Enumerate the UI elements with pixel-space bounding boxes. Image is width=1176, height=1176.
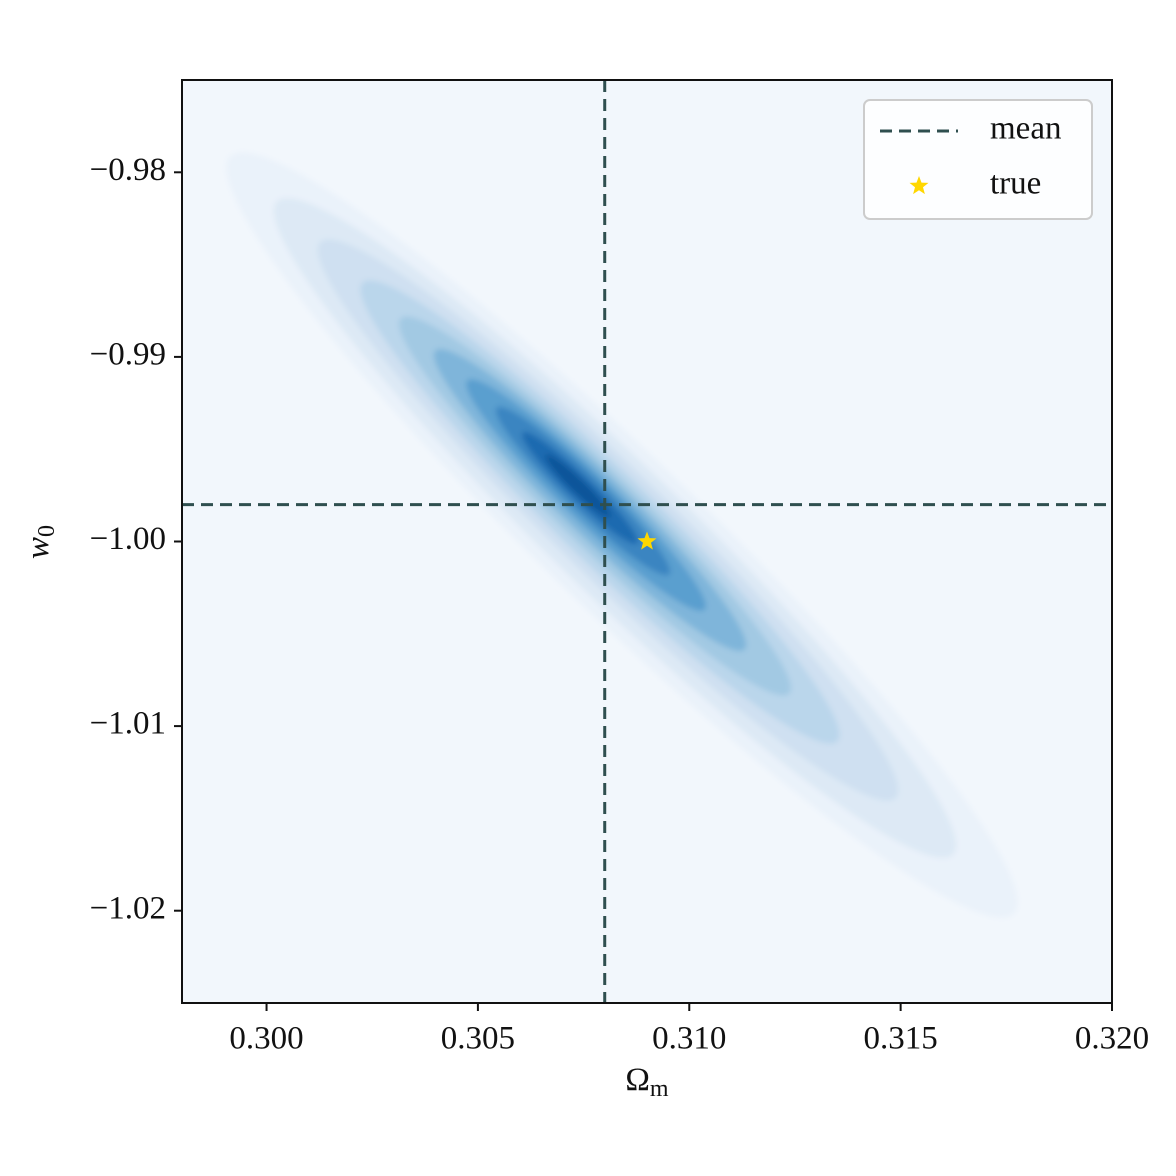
y-tick-label: −1.00 xyxy=(90,521,166,557)
x-tick-label: 0.320 xyxy=(1075,1021,1149,1057)
y-tick-label: −0.99 xyxy=(90,336,166,372)
legend-true-swatch xyxy=(909,176,929,195)
y-tick-label: −0.98 xyxy=(90,152,166,188)
x-axis-label: Ωm xyxy=(625,1062,669,1102)
x-tick-label: 0.305 xyxy=(441,1021,515,1057)
density-contours xyxy=(226,152,1018,918)
true-point xyxy=(637,531,657,550)
y-tick-label: −1.01 xyxy=(90,706,166,742)
x-tick-label: 0.315 xyxy=(864,1021,938,1057)
x-tick-label: 0.300 xyxy=(229,1021,303,1057)
y-axis-label: w0 xyxy=(20,525,60,559)
y-tick-label: −1.02 xyxy=(90,890,166,926)
legend-label: mean xyxy=(990,111,1061,147)
legend-label: true xyxy=(990,166,1041,202)
contour-level xyxy=(545,454,611,518)
x-tick-label: 0.310 xyxy=(652,1021,726,1057)
